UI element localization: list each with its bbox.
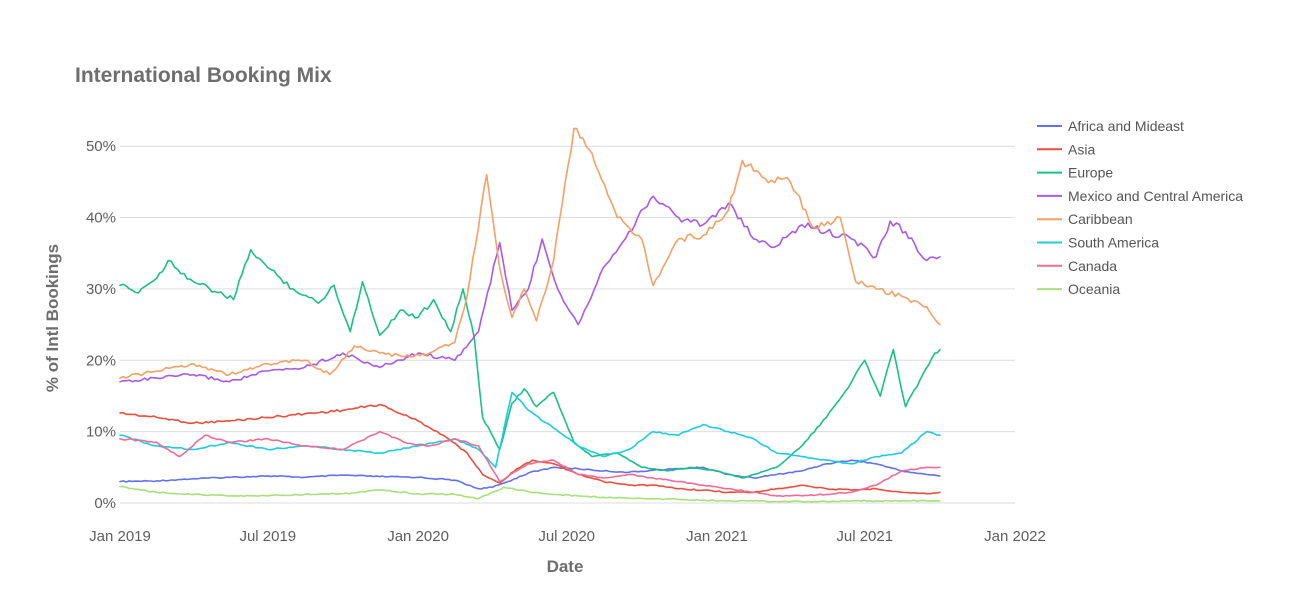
legend-item-mexico-and-central-america[interactable]: Mexico and Central America <box>1037 188 1243 204</box>
x-tick-label: Jul 2019 <box>239 528 296 545</box>
legend-item-europe[interactable]: Europe <box>1037 165 1113 181</box>
y-tick-label: 40% <box>86 210 116 227</box>
x-axis-ticks: Jan 2019 Jul 2019 Jan 2020 Jul 2020 Jan 2021… <box>89 528 1046 545</box>
x-axis-title: Date <box>547 557 584 576</box>
legend[interactable]: Africa and Mideast Asia Europe Mexico and C… <box>1037 118 1243 297</box>
legend-label: Caribbean <box>1068 211 1133 227</box>
series-line-africa-and-mideast <box>119 459 941 490</box>
y-tick-label: 20% <box>86 352 116 369</box>
x-tick-label: Jan 2019 <box>89 528 151 545</box>
series-line-canada <box>119 430 941 498</box>
y-tick-label: 10% <box>86 424 116 441</box>
y-tick-label: 30% <box>86 281 116 298</box>
legend-label: South America <box>1068 235 1159 251</box>
legend-item-africa-and-mideast[interactable]: Africa and Mideast <box>1037 118 1184 134</box>
y-axis-ticks: 0% 10% 20% 30% 40% 50% <box>86 138 116 512</box>
series-line-asia <box>119 403 941 495</box>
series-line-oceania <box>119 485 941 503</box>
series-line-mexico-and-central-america <box>119 195 941 383</box>
x-tick-label: Jul 2020 <box>538 528 595 545</box>
chart-title: International Booking Mix <box>75 64 332 87</box>
legend-label: Mexico and Central America <box>1068 188 1243 204</box>
legend-item-caribbean[interactable]: Caribbean <box>1037 211 1133 227</box>
series-line-south-america <box>119 391 941 469</box>
x-tick-label: Jan 2021 <box>686 528 748 545</box>
legend-label: Oceania <box>1068 281 1120 297</box>
legend-label: Canada <box>1068 258 1117 274</box>
legend-item-oceania[interactable]: Oceania <box>1037 281 1120 297</box>
legend-label: Africa and Mideast <box>1068 118 1184 134</box>
legend-item-south-america[interactable]: South America <box>1037 235 1159 251</box>
y-tick-label: 50% <box>86 138 116 155</box>
legend-label: Asia <box>1068 141 1095 157</box>
series-line-caribbean <box>119 127 941 379</box>
x-tick-label: Jan 2022 <box>984 528 1046 545</box>
legend-item-canada[interactable]: Canada <box>1037 258 1117 274</box>
x-tick-label: Jul 2021 <box>836 528 893 545</box>
legend-label: Europe <box>1068 165 1113 181</box>
legend-item-asia[interactable]: Asia <box>1037 141 1095 157</box>
x-tick-label: Jan 2020 <box>387 528 449 545</box>
gridlines <box>120 145 1015 504</box>
series-line-europe <box>119 248 941 479</box>
y-axis-title: % of Intl Bookings <box>43 244 62 392</box>
y-tick-label: 0% <box>94 495 116 512</box>
series-lines <box>119 127 941 503</box>
